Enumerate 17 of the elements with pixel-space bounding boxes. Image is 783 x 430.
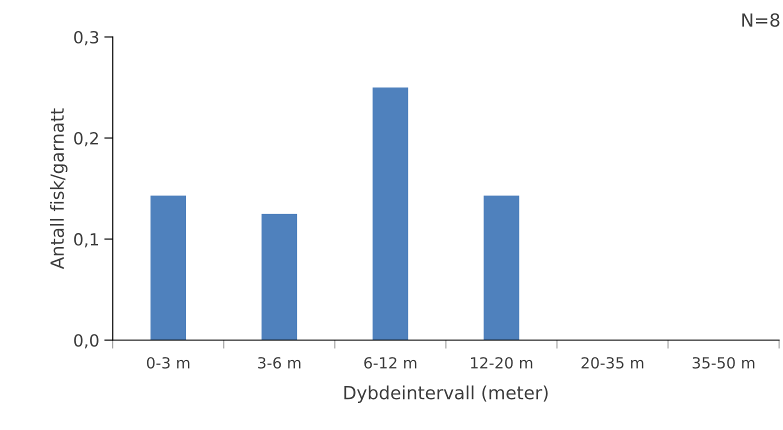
x-tick-label: 20-35 m [582,357,644,369]
y-tick-label: 0,2 [74,132,98,146]
y-axis-title: Antall fisk/garnatt [50,108,68,270]
y-tick-label: 0,0 [74,334,98,348]
x-tick-label: 6-12 m [364,357,416,369]
bar [484,196,520,340]
bar [262,214,298,340]
bar [372,88,408,340]
x-tick-label: 3-6 m [258,357,300,369]
y-tick-label: 0,1 [74,233,98,248]
y-tick-label: 0,3 [74,30,98,46]
x-tick-label: 12-20 m [471,357,532,369]
x-tick-label: 0-3 m [146,357,190,369]
x-tick-label: 35-50 m [692,357,754,369]
x-axis-title: Dybdeintervall (meter) [344,385,548,403]
text: N=8 [742,13,780,27]
bar [150,196,186,340]
